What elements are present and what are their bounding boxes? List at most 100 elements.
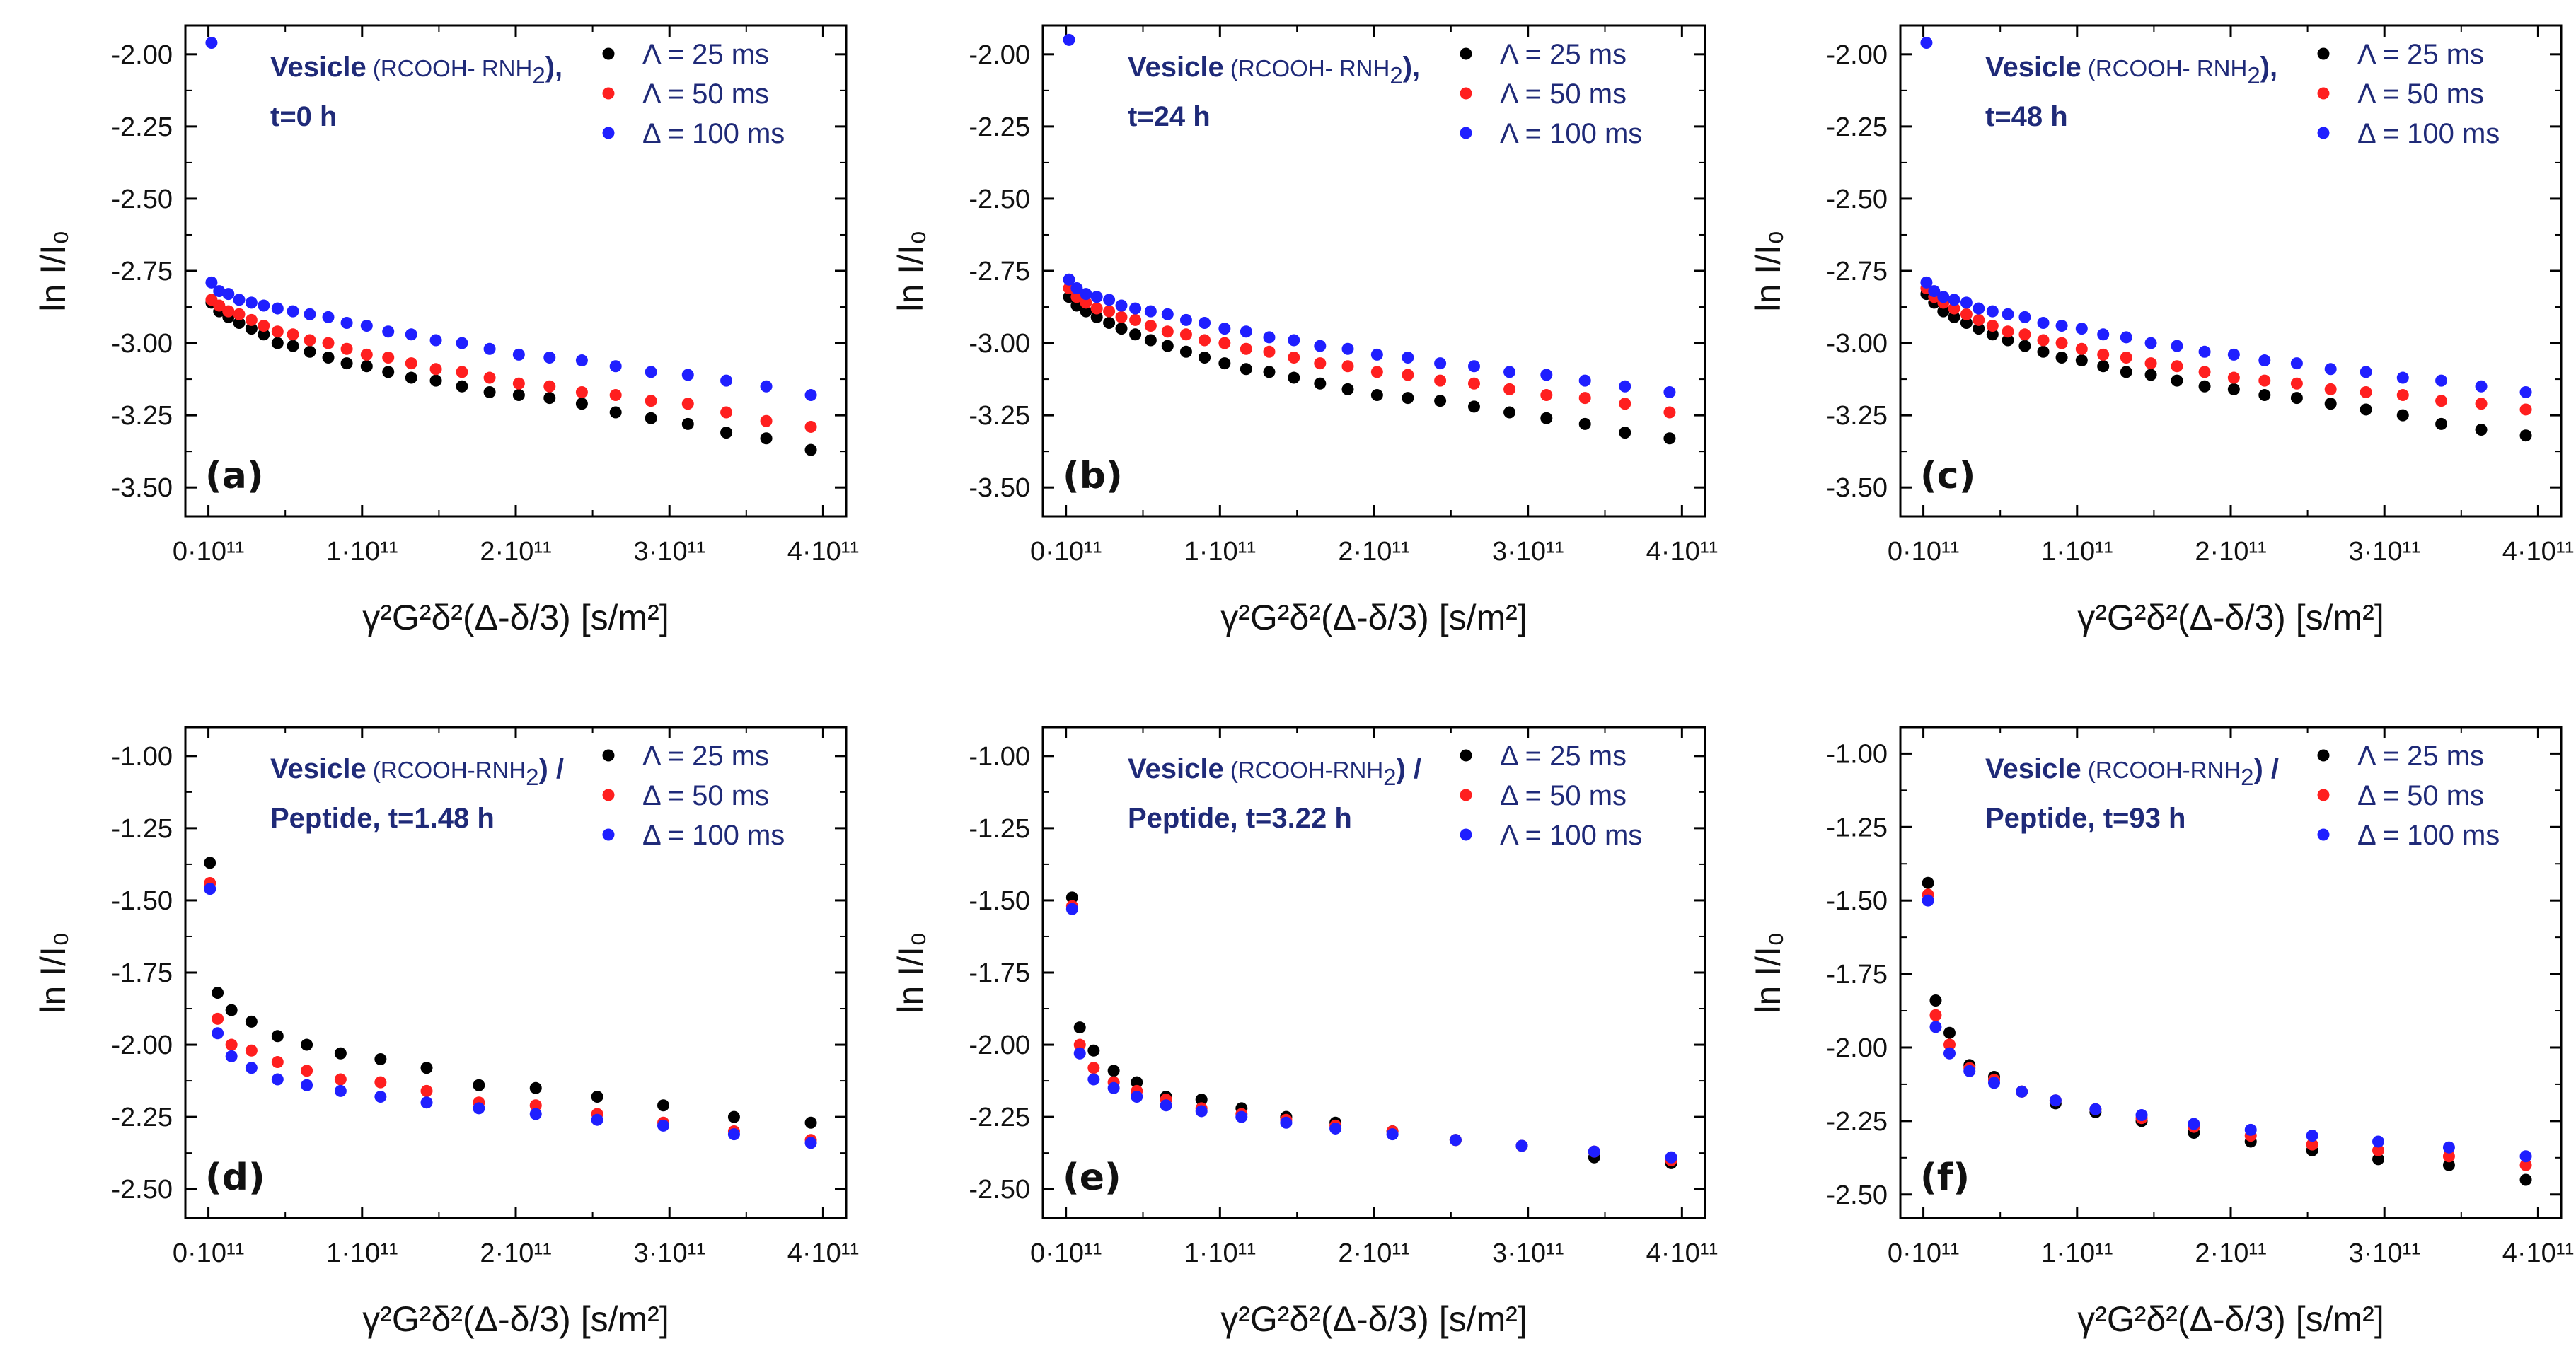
y-tick-label: -1.50 bbox=[969, 886, 1030, 916]
chart-panel-e: -1.00 -1.25 -1.50 -1.75 -2.00 -2.25 -2.50 0·10¹… bbox=[891, 726, 1718, 1339]
data-point-red bbox=[2055, 337, 2068, 349]
y-axis-title: ln I/I₀ bbox=[33, 932, 73, 1013]
data-point-red bbox=[245, 313, 258, 326]
data-point-black bbox=[575, 398, 588, 410]
data-point-blue bbox=[2018, 311, 2031, 323]
data-point-red bbox=[1240, 342, 1252, 355]
x-tick-label: 0·10¹¹ bbox=[1888, 537, 1959, 567]
data-point-black bbox=[804, 1116, 817, 1129]
data-point-black bbox=[456, 380, 468, 393]
legend-marker-blue bbox=[1460, 127, 1472, 139]
data-point-blue bbox=[1386, 1128, 1399, 1141]
data-point-black bbox=[2324, 398, 2337, 410]
legend-label: Δ = 100 ms bbox=[2357, 118, 2500, 149]
annotation-line-1: Vesicle (RCOOH-RNH2) / bbox=[1985, 753, 2279, 790]
data-point-black bbox=[2360, 403, 2372, 416]
data-point-red bbox=[2475, 398, 2488, 410]
data-point-red bbox=[512, 377, 525, 390]
data-point-red bbox=[1943, 1038, 1956, 1051]
data-point-red bbox=[2144, 357, 2157, 370]
data-point-blue bbox=[2324, 363, 2337, 376]
chart-panel-b: -2.00 -2.25 -2.50 -2.75 -3.00 -3.25 -3.50 0·10¹… bbox=[891, 24, 1718, 637]
legend-marker-red bbox=[1460, 789, 1472, 801]
data-point-black bbox=[1948, 311, 1960, 323]
legend-label: Δ = 50 ms bbox=[2357, 780, 2484, 811]
data-point-red bbox=[1619, 398, 1631, 410]
data-point-blue bbox=[1370, 348, 1383, 361]
data-point-blue bbox=[2135, 1109, 2148, 1122]
data-point-blue bbox=[543, 351, 556, 364]
data-point-blue bbox=[1937, 291, 1950, 303]
legend-label: Λ = 25 ms bbox=[642, 39, 769, 70]
x-tick-label: 0·10¹¹ bbox=[1030, 1239, 1102, 1268]
data-point-blue bbox=[456, 337, 468, 349]
data-point-blue bbox=[374, 1091, 387, 1103]
data-point-blue bbox=[2120, 331, 2132, 344]
data-point-black bbox=[760, 432, 773, 445]
data-point-black bbox=[1263, 366, 1276, 378]
data-point-blue bbox=[1314, 340, 1327, 352]
x-tick-label: 2·10¹¹ bbox=[1338, 537, 1409, 567]
y-tick-label: -3.50 bbox=[1826, 473, 1888, 503]
y-tick-label: -3.25 bbox=[1826, 401, 1888, 431]
panel-label: (e) bbox=[1063, 1156, 1121, 1199]
data-point-black bbox=[1402, 392, 1414, 405]
data-point-blue bbox=[382, 325, 395, 338]
legend-label: Δ = 100 ms bbox=[2357, 820, 2500, 851]
data-point-black bbox=[271, 1030, 284, 1043]
data-point-black bbox=[1943, 1026, 1956, 1039]
legend-marker-blue bbox=[1460, 828, 1472, 841]
data-point-black bbox=[1288, 371, 1300, 384]
y-tick-label: -2.25 bbox=[1826, 1107, 1888, 1137]
data-point-black bbox=[512, 389, 525, 402]
data-point-black bbox=[301, 1038, 313, 1051]
annotation-subscript: 2 bbox=[526, 764, 538, 790]
data-point-red bbox=[529, 1099, 542, 1112]
data-point-red bbox=[2324, 383, 2337, 395]
y-tick-label: -3.50 bbox=[969, 473, 1030, 503]
data-point-black bbox=[212, 987, 224, 999]
data-point-blue bbox=[1195, 1105, 1208, 1118]
y-tick-label: -2.00 bbox=[1826, 1033, 1888, 1063]
data-point-red bbox=[456, 366, 468, 378]
data-point-red bbox=[233, 308, 246, 320]
y-tick-label: -2.00 bbox=[111, 1031, 173, 1060]
data-point-black bbox=[374, 1052, 387, 1065]
data-point-black bbox=[1503, 406, 1516, 419]
data-point-red bbox=[1288, 351, 1300, 364]
data-point-red bbox=[213, 299, 226, 312]
data-point-blue bbox=[1063, 33, 1075, 46]
annotation-end: ) / bbox=[2254, 753, 2280, 784]
annotation-line-1: Vesicle (RCOOH-RNH2) / bbox=[1128, 753, 1421, 790]
legend-marker-red bbox=[1460, 87, 1472, 100]
data-point-black bbox=[2018, 340, 2031, 352]
data-point-blue bbox=[1943, 1047, 1956, 1060]
data-point-red bbox=[2519, 403, 2532, 416]
y-tick-label: -2.25 bbox=[111, 112, 173, 142]
y-tick-label: -3.00 bbox=[111, 329, 173, 359]
data-point-black bbox=[473, 1079, 485, 1091]
data-point-black bbox=[2075, 354, 2088, 367]
data-point-red bbox=[1540, 389, 1553, 402]
data-point-blue bbox=[258, 299, 270, 312]
data-point-black bbox=[1314, 377, 1327, 390]
data-point-blue bbox=[1449, 1134, 1462, 1147]
data-point-blue bbox=[1665, 1151, 1677, 1164]
data-point-black bbox=[304, 345, 316, 358]
data-point-black bbox=[429, 374, 442, 387]
data-point-blue bbox=[1280, 1116, 1293, 1129]
data-point-blue bbox=[1467, 360, 1480, 373]
data-point-blue bbox=[804, 1137, 817, 1149]
data-point-red bbox=[2198, 366, 2211, 378]
data-point-blue bbox=[2075, 323, 2088, 335]
data-point-black bbox=[2372, 1153, 2385, 1166]
legend-marker-red bbox=[602, 87, 615, 100]
panel-label: (b) bbox=[1063, 455, 1123, 497]
data-point-blue bbox=[271, 302, 284, 315]
data-point-red bbox=[322, 337, 335, 349]
x-axis-title: γ²G²δ²(Δ-δ/3) [s/m²] bbox=[1220, 598, 1527, 637]
data-point-black bbox=[2396, 409, 2409, 422]
data-point-blue bbox=[1341, 342, 1354, 355]
data-point-red bbox=[287, 328, 299, 341]
legend-marker-blue bbox=[602, 127, 615, 139]
